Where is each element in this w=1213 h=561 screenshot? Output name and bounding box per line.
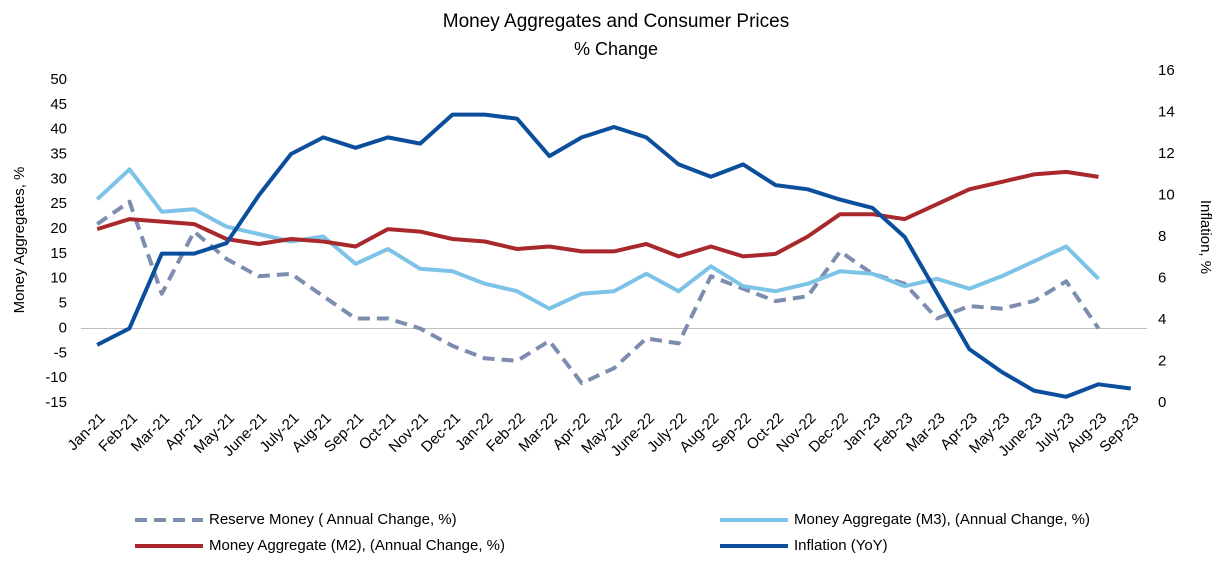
y-tick-label: -10 <box>45 369 67 386</box>
y-tick-label: 15 <box>50 245 67 262</box>
y2-tick-label: 14 <box>1158 103 1175 120</box>
y2-tick-label: 10 <box>1158 186 1175 203</box>
y-tick-label: -5 <box>54 344 67 361</box>
series-line <box>96 169 1099 259</box>
y2-axis-label: Inflation, % <box>1197 200 1213 274</box>
y-axis-label: Money Aggregates, % <box>11 167 28 314</box>
chart-subtitle: % Change <box>574 39 658 59</box>
y2-tick-label: 4 <box>1158 311 1166 328</box>
legend-label: Money Aggregate (M2), (Annual Change, %) <box>209 537 505 554</box>
y-tick-label: 20 <box>50 220 67 237</box>
y2-tick-label: 12 <box>1158 145 1175 162</box>
y-tick-label: 10 <box>50 270 67 287</box>
legend-label: Reserve Money ( Annual Change, %) <box>209 511 457 528</box>
y-tick-label: 50 <box>50 71 67 88</box>
y2-tick-label: 16 <box>1158 62 1175 79</box>
y2-tick-label: 0 <box>1158 394 1166 411</box>
chart-title: Money Aggregates and Consumer Prices <box>443 11 789 32</box>
series-line <box>96 199 1101 386</box>
y-tick-label: 5 <box>59 295 67 312</box>
y-tick-label: -15 <box>45 394 67 411</box>
y-tick-label: 30 <box>50 170 67 187</box>
y-tick-label: 35 <box>50 146 67 163</box>
legend-label: Inflation (YoY) <box>794 537 888 554</box>
series-line <box>95 167 1100 311</box>
y-tick-label: 0 <box>59 319 67 336</box>
y2-tick-label: 8 <box>1158 228 1166 245</box>
y-tick-label: 45 <box>50 96 67 113</box>
y-tick-label: 40 <box>50 121 67 138</box>
series-line <box>96 112 1132 399</box>
y2-tick-label: 2 <box>1158 352 1166 369</box>
legend-label: Money Aggregate (M3), (Annual Change, %) <box>794 511 1090 528</box>
y-tick-label: 25 <box>50 195 67 212</box>
y2-tick-label: 6 <box>1158 269 1166 286</box>
